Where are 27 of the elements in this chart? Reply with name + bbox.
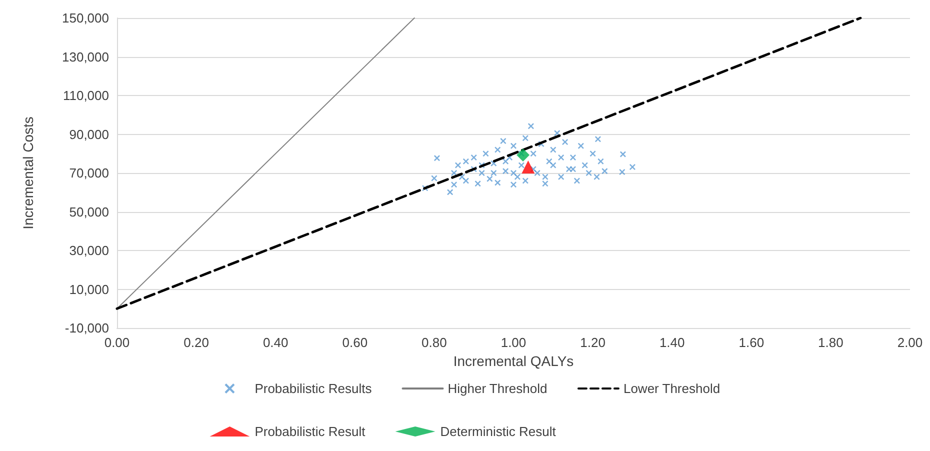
x-tick-label: 0.60 <box>342 335 368 350</box>
x-tick-label: 0.40 <box>262 335 288 350</box>
x-tick-label: 0.80 <box>422 335 447 350</box>
y-tick-label: 70,000 <box>69 166 109 180</box>
y-axis-title: Incremental Costs <box>20 116 36 230</box>
x-tick-label: 1.20 <box>580 335 606 350</box>
y-tick-label: 50,000 <box>69 204 109 220</box>
legend-label: Probabilistic Results <box>254 381 372 396</box>
x-tick-label: 0.20 <box>184 335 209 350</box>
y-tick-label: 90,000 <box>69 126 109 142</box>
y-tick-label: -10,000 <box>64 320 109 336</box>
x-tick-label: 1.40 <box>659 335 685 350</box>
x-axis-title: Incremental QALYs <box>453 353 574 369</box>
legend-label: Deterministic Result <box>440 424 556 439</box>
x-tick-label: 1.00 <box>500 335 526 350</box>
x-tick-label: 2.00 <box>897 335 923 350</box>
legend-label: Lower Threshold <box>623 381 720 396</box>
x-tick-label: 1.60 <box>738 335 764 350</box>
legend-label: Higher Threshold <box>448 381 548 396</box>
y-tick-label: 150,000 <box>62 10 109 26</box>
y-tick-label: 30,000 <box>69 243 109 258</box>
x-tick-label: 1.80 <box>818 335 844 350</box>
x-tick-label: 0.00 <box>104 335 130 350</box>
y-tick-label: 10,000 <box>69 282 109 297</box>
legend-label: Probabilistic Result <box>254 424 366 439</box>
y-tick-label: 130,000 <box>62 49 109 64</box>
y-tick-label: 110,000 <box>62 88 109 103</box>
